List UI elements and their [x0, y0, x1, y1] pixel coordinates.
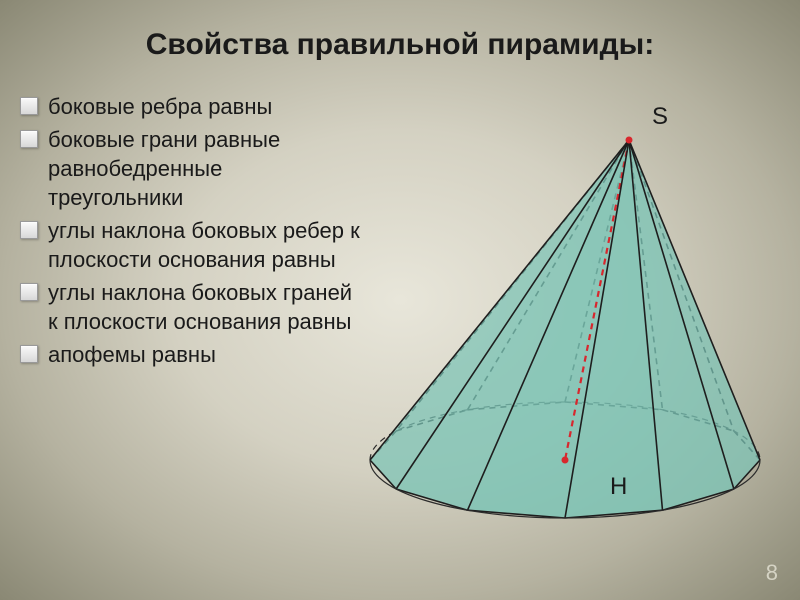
bullet-icon — [20, 345, 38, 363]
pyramid-diagram: SH — [350, 100, 790, 560]
bullet-text: боковые грани равные равнобедренные треу… — [48, 125, 360, 212]
label-H: H — [610, 473, 627, 500]
page-number: 8 — [766, 560, 778, 586]
list-item: боковые ребра равны — [20, 92, 360, 121]
bullet-text: углы наклона боковых граней к плоскости … — [48, 278, 360, 336]
list-item: углы наклона боковых граней к плоскости … — [20, 278, 360, 336]
list-item: боковые грани равные равнобедренные треу… — [20, 125, 360, 212]
bullet-text: апофемы равны — [48, 340, 216, 369]
bullet-icon — [20, 221, 38, 239]
label-S: S — [652, 103, 668, 130]
slide-title: Свойства правильной пирамиды: — [0, 28, 800, 62]
title-text: Свойства правильной пирамиды: — [146, 28, 655, 61]
pyramid-svg: SH — [350, 100, 790, 560]
bullet-text: углы наклона боковых ребер к плоскости о… — [48, 216, 360, 274]
bullet-list: боковые ребра равны боковые грани равные … — [20, 92, 360, 373]
bullet-icon — [20, 130, 38, 148]
bullet-icon — [20, 97, 38, 115]
list-item: апофемы равны — [20, 340, 360, 369]
bullet-icon — [20, 283, 38, 301]
bullet-text: боковые ребра равны — [48, 92, 272, 121]
list-item: углы наклона боковых ребер к плоскости о… — [20, 216, 360, 274]
